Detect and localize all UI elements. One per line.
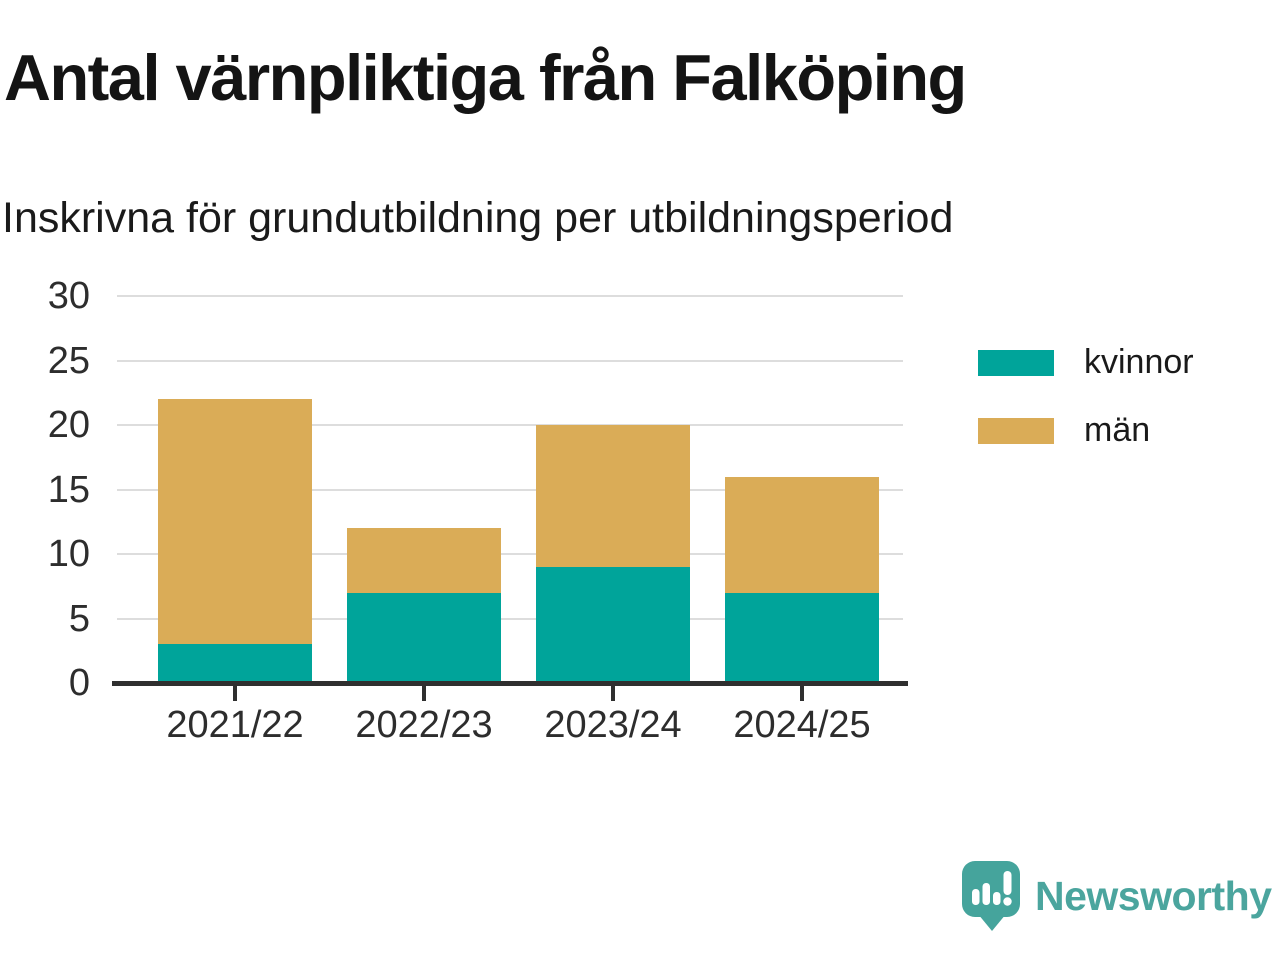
legend-item-kvinnor: kvinnor <box>978 343 1194 382</box>
legend-item-män: män <box>978 411 1194 450</box>
y-axis-label-30: 30 <box>47 275 90 317</box>
x-axis-tick-2022/23 <box>422 686 426 701</box>
gridline-30 <box>117 295 903 297</box>
gridline-15 <box>117 488 903 491</box>
legend-swatch-kvinnor <box>978 349 1054 376</box>
gridline-5 <box>117 617 903 620</box>
gridline-25 <box>117 359 903 362</box>
x-axis-line <box>112 681 908 686</box>
legend: kvinnor män <box>978 343 1194 479</box>
x-axis-tick-2021/22 <box>233 686 237 701</box>
y-axis-label-25: 25 <box>47 339 90 382</box>
bar-segment-kvinnor-2022/23 <box>347 592 501 683</box>
bar-segment-män-2024/25 <box>725 476 879 593</box>
x-axis-label-2024/25: 2024/25 <box>733 704 871 746</box>
bar-segment-män-2022/23 <box>347 528 501 593</box>
bar-segment-kvinnor-2021/22 <box>158 644 312 683</box>
x-axis-label-2023/24: 2023/24 <box>544 704 682 746</box>
bar-segment-kvinnor-2023/24 <box>536 566 690 683</box>
legend-label-kvinnor: kvinnor <box>1084 343 1194 381</box>
bar-segment-män-2023/24 <box>536 425 690 567</box>
newsworthy-logo-icon <box>962 861 1020 931</box>
gridline-20 <box>117 424 903 426</box>
legend-swatch-män <box>978 417 1054 444</box>
branding-name: Newsworthy <box>1035 872 1272 919</box>
y-axis-label-10: 10 <box>47 533 90 575</box>
legend-label-män: män <box>1084 411 1151 449</box>
bar-segment-män-2021/22 <box>158 399 312 645</box>
x-axis-tick-2023/24 <box>611 686 615 701</box>
x-axis-label-2022/23: 2022/23 <box>355 704 493 746</box>
bar-segment-kvinnor-2024/25 <box>725 592 879 683</box>
branding: Newsworthy <box>961 860 1272 932</box>
y-axis-label-15: 15 <box>47 468 90 511</box>
y-axis-label-0: 0 <box>68 662 90 704</box>
gridline-10 <box>117 553 903 555</box>
chart-subtitle: Inskrivna för grundutbildning per utbild… <box>2 194 954 242</box>
y-axis-label-20: 20 <box>47 404 90 446</box>
y-axis-label-5: 5 <box>68 597 90 640</box>
x-axis-tick-2024/25 <box>800 686 804 701</box>
chart-title: Antal värnpliktiga från Falköping <box>4 41 967 114</box>
x-axis-label-2021/22: 2021/22 <box>166 704 304 746</box>
